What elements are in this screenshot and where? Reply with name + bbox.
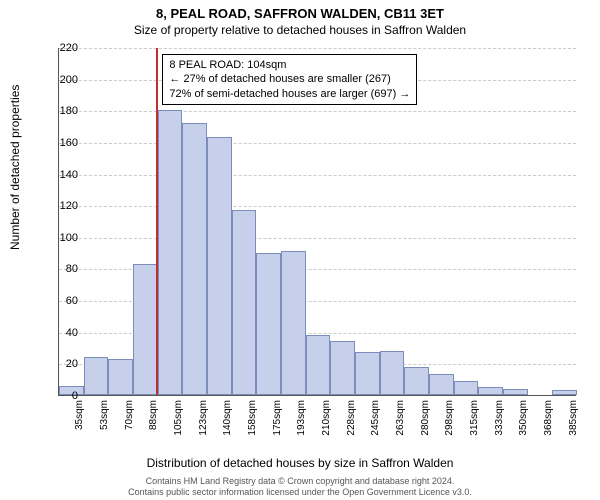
- chart-subtitle: Size of property relative to detached ho…: [0, 23, 600, 37]
- ytick-label: 120: [52, 200, 78, 212]
- xtick-label: 210sqm: [321, 400, 332, 440]
- xtick-label: 350sqm: [518, 400, 529, 440]
- ytick-label: 40: [52, 327, 78, 339]
- plot-area: 8 PEAL ROAD: 104sqm ← 27% of detached ho…: [58, 48, 576, 396]
- histogram-bar: [478, 387, 503, 395]
- ytick-label: 200: [52, 74, 78, 86]
- xtick-label: 368sqm: [543, 400, 554, 440]
- xtick-label: 158sqm: [247, 400, 258, 440]
- xtick-label: 53sqm: [99, 400, 110, 440]
- histogram-bar: [256, 253, 281, 395]
- ytick-label: 140: [52, 169, 78, 181]
- ytick-label: 220: [52, 42, 78, 54]
- xtick-label: 228sqm: [346, 400, 357, 440]
- xtick-label: 35sqm: [74, 400, 85, 440]
- histogram-bar: [182, 123, 207, 395]
- xtick-label: 193sqm: [296, 400, 307, 440]
- property-marker-line: [156, 48, 158, 395]
- ytick-label: 80: [52, 263, 78, 275]
- annotation-line-2: ← 27% of detached houses are smaller (26…: [169, 72, 410, 86]
- histogram-bar: [330, 341, 355, 395]
- histogram-bar: [306, 335, 331, 395]
- histogram-bar: [404, 367, 429, 395]
- footer-line-1: Contains HM Land Registry data © Crown c…: [0, 476, 600, 487]
- xtick-label: 70sqm: [124, 400, 135, 440]
- histogram-bar: [133, 264, 158, 395]
- histogram-bar: [355, 352, 380, 395]
- histogram-bar: [108, 359, 133, 395]
- xtick-label: 123sqm: [198, 400, 209, 440]
- chart-container: 8, PEAL ROAD, SAFFRON WALDEN, CB11 3ET S…: [0, 0, 600, 500]
- xtick-label: 280sqm: [420, 400, 431, 440]
- histogram-bar: [380, 351, 405, 395]
- annotation-line-1: 8 PEAL ROAD: 104sqm: [169, 58, 410, 72]
- histogram-bar: [552, 390, 577, 395]
- xtick-label: 105sqm: [173, 400, 184, 440]
- xtick-label: 263sqm: [395, 400, 406, 440]
- annotation-line-3: 72% of semi-detached houses are larger (…: [169, 87, 410, 101]
- xtick-label: 245sqm: [370, 400, 381, 440]
- histogram-bar: [158, 110, 183, 395]
- ytick-label: 180: [52, 105, 78, 117]
- y-axis-label: Number of detached properties: [8, 85, 22, 250]
- x-axis-label: Distribution of detached houses by size …: [0, 456, 600, 470]
- annotation-box: 8 PEAL ROAD: 104sqm ← 27% of detached ho…: [162, 54, 417, 105]
- histogram-bar: [281, 251, 306, 395]
- footer-attribution: Contains HM Land Registry data © Crown c…: [0, 476, 600, 498]
- ytick-label: 100: [52, 232, 78, 244]
- xtick-label: 140sqm: [222, 400, 233, 440]
- histogram-bar: [429, 374, 454, 395]
- ytick-label: 60: [52, 295, 78, 307]
- chart-title: 8, PEAL ROAD, SAFFRON WALDEN, CB11 3ET: [0, 6, 600, 21]
- ytick-label: 20: [52, 358, 78, 370]
- xtick-label: 298sqm: [444, 400, 455, 440]
- xtick-label: 88sqm: [148, 400, 159, 440]
- histogram-bar: [84, 357, 109, 395]
- histogram-bar: [232, 210, 257, 395]
- ytick-label: 160: [52, 137, 78, 149]
- histogram-bar: [503, 389, 528, 395]
- xtick-label: 175sqm: [272, 400, 283, 440]
- histogram-bar: [207, 137, 232, 395]
- histogram-bar: [454, 381, 479, 395]
- xtick-label: 315sqm: [469, 400, 480, 440]
- xtick-label: 333sqm: [494, 400, 505, 440]
- xtick-label: 385sqm: [568, 400, 579, 440]
- footer-line-2: Contains public sector information licen…: [0, 487, 600, 498]
